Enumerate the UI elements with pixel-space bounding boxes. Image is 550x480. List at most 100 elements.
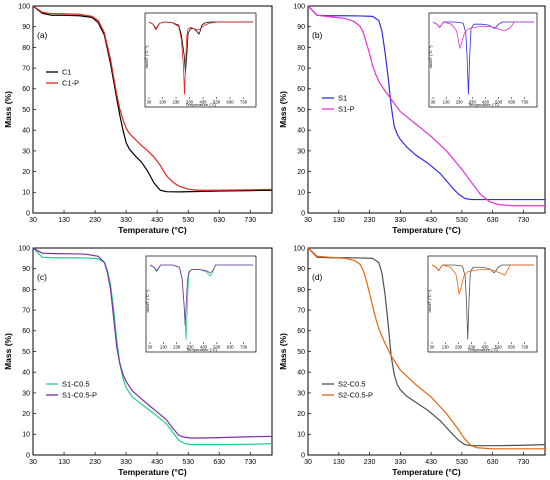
series-line-S1-C0.5 — [32, 247, 273, 446]
panel-a: 0 10 20 30 40 50 60 70 80 90 100 30 130 230 330 430 530 6… — [3, 3, 273, 235]
series-line-C1 — [32, 5, 273, 193]
y-tick-label: 40 — [297, 128, 305, 135]
legend-label: C1 — [62, 68, 72, 77]
x-tick-label: 630 — [213, 459, 225, 466]
y-tick-label: 50 — [297, 349, 305, 356]
y-tick-label: 30 — [297, 390, 305, 397]
y-tick-label: 10 — [297, 432, 305, 439]
inset-y-axis-label: dm/dT (°C⁻¹) — [428, 45, 433, 69]
inset-x-axis-label: Temperature (°C) — [186, 347, 217, 352]
x-axis-label: Temperature (°C) — [118, 225, 187, 235]
y-tick-label: 60 — [22, 328, 30, 335]
y-tick-label: 30 — [22, 148, 30, 155]
inset-frame — [145, 255, 257, 353]
x-tick-label: 130 — [333, 217, 345, 224]
panel-label: (b) — [312, 30, 323, 40]
y-tick-label: 50 — [22, 349, 30, 356]
inset-x-tick-label: 430 — [482, 100, 490, 105]
y-tick-label: 30 — [297, 148, 305, 155]
inset-x-tick-label: 730 — [240, 345, 248, 350]
y-tick-label: 0 — [301, 210, 305, 217]
y-tick-label: 50 — [297, 107, 305, 114]
inset-x-tick-label: 730 — [240, 100, 248, 105]
inset-x-axis-label: Temperature (°C) — [186, 102, 217, 107]
y-tick-label: 90 — [22, 266, 30, 273]
inset-x-tick-label: 430 — [200, 100, 208, 105]
y-axis-label: Mass (%) — [3, 91, 13, 128]
panel-label: (d) — [312, 272, 323, 282]
inset-x-tick-label: 630 — [508, 345, 516, 350]
x-tick-label: 130 — [58, 459, 70, 466]
legend-label: S2-C0.5 — [338, 380, 366, 389]
inset-y-axis-label: dm/dT (°C⁻¹) — [427, 289, 432, 313]
x-axis-label: Temperature (°C) — [392, 467, 461, 477]
inset-dtg: 30 130 230 330 430 530 630 730 Temperature (°C) d… — [428, 12, 538, 108]
panel-b: 0 10 20 30 40 50 60 70 80 90 100 30 130 230 330 430 530 6… — [278, 3, 546, 235]
inset-x-tick-label: 130 — [443, 100, 451, 105]
x-tick-label: 730 — [244, 459, 256, 466]
x-tick-label: 230 — [89, 217, 101, 224]
y-tick-label: 60 — [22, 86, 30, 93]
inset-frame — [428, 12, 538, 108]
inset-series-line-S1-C0.5-P — [149, 264, 253, 327]
series-line-S1 — [307, 5, 545, 201]
inset-x-tick-label: 130 — [159, 100, 167, 105]
x-tick-label: 330 — [120, 217, 132, 224]
inset-x-tick-label: 630 — [227, 100, 235, 105]
y-tick-label: 80 — [297, 45, 305, 52]
series-line-S2-C0.5 — [307, 247, 546, 447]
legend-label: S1-C0.5 — [62, 380, 90, 389]
y-tick-label: 90 — [297, 24, 305, 31]
x-tick-label: 230 — [364, 459, 376, 466]
y-tick-label: 70 — [22, 66, 30, 73]
x-tick-label: 530 — [182, 459, 194, 466]
y-tick-label: 60 — [297, 86, 305, 93]
x-tick-label: 130 — [58, 217, 70, 224]
y-tick-label: 80 — [297, 287, 305, 294]
inset-y-axis-label: dm/dT (°C⁻¹) — [144, 45, 149, 69]
y-axis-label: Mass (%) — [278, 333, 288, 370]
inset-frame — [144, 12, 257, 108]
y-tick-label: 20 — [297, 169, 305, 176]
legend-label: C1-P — [62, 79, 79, 88]
panel-label: (c) — [37, 272, 47, 282]
y-tick-label: 90 — [297, 266, 305, 273]
y-tick-label: 80 — [22, 45, 30, 52]
x-tick-label: 330 — [394, 459, 406, 466]
inset-y-axis-label: dm/dT (°C⁻¹) — [145, 289, 150, 313]
y-tick-label: 100 — [18, 245, 30, 252]
inset-x-tick-label: 230 — [455, 345, 463, 350]
x-tick-label: 30 — [29, 217, 37, 224]
x-tick-label: 630 — [213, 217, 225, 224]
inset-x-tick-label: 630 — [227, 345, 235, 350]
x-tick-label: 530 — [182, 217, 194, 224]
y-tick-label: 20 — [297, 411, 305, 418]
x-tick-label: 330 — [120, 459, 132, 466]
inset-x-tick-label: 230 — [456, 100, 464, 105]
y-tick-label: 10 — [22, 432, 30, 439]
x-tick-label: 630 — [487, 217, 499, 224]
y-tick-label: 20 — [22, 169, 30, 176]
x-tick-label: 330 — [394, 217, 406, 224]
y-axis-label: Mass (%) — [278, 91, 288, 128]
x-axis-label: Temperature (°C) — [392, 225, 461, 235]
y-tick-label: 30 — [22, 390, 30, 397]
x-tick-label: 530 — [456, 459, 468, 466]
inset-x-tick-label: 530 — [213, 100, 221, 105]
inset-x-tick-label: 230 — [173, 100, 181, 105]
inset-x-tick-label: 30 — [431, 100, 436, 105]
y-tick-label: 100 — [293, 245, 305, 252]
inset-x-tick-label: 130 — [442, 345, 450, 350]
panel-c: 0 10 20 30 40 50 60 70 80 90 100 30 130 230 330 430 530 6… — [3, 245, 273, 477]
x-tick-label: 230 — [364, 217, 376, 224]
y-tick-label: 10 — [22, 190, 30, 197]
x-tick-label: 430 — [425, 217, 437, 224]
inset-x-tick-label: 330 — [469, 100, 477, 105]
x-tick-label: 430 — [151, 217, 163, 224]
y-tick-label: 0 — [301, 452, 305, 459]
x-tick-label: 630 — [487, 459, 499, 466]
inset-x-tick-label: 330 — [186, 100, 194, 105]
inset-x-tick-label: 30 — [430, 345, 435, 350]
inset-series-line-S1-P — [432, 21, 534, 49]
